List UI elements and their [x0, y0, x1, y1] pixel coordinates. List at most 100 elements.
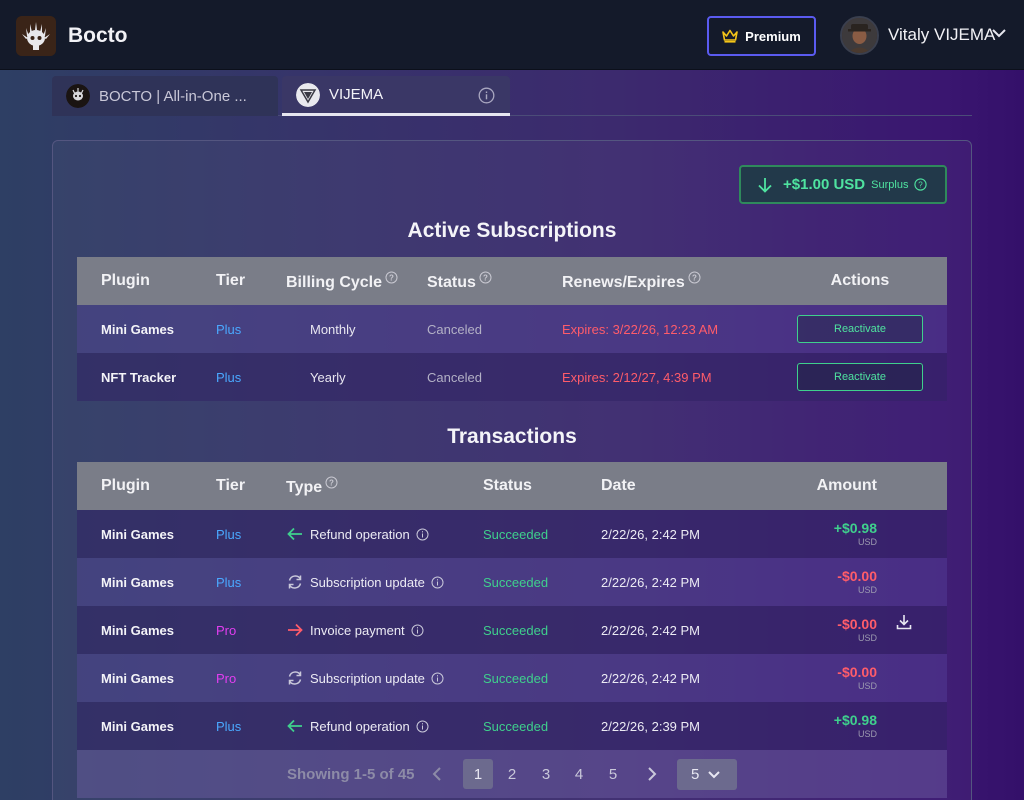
info-icon[interactable]	[431, 576, 444, 589]
amount-value: +$0.98	[833, 712, 877, 728]
tier-cell: Plus	[216, 321, 242, 337]
status-cell: Succeeded	[483, 526, 549, 542]
info-icon[interactable]	[431, 672, 444, 685]
plugin-cell: NFT Tracker	[101, 369, 177, 385]
page-button-3[interactable]: 3	[541, 765, 551, 783]
type-cell: Subscription update	[286, 654, 483, 702]
date-cell: 2/22/26, 2:42 PM	[601, 670, 701, 686]
amount-cell: -$0.00 USD	[747, 558, 947, 606]
amount-cell: -$0.00 USD	[747, 654, 947, 702]
tier-cell: Pro	[216, 622, 237, 638]
page-button-4[interactable]: 4	[574, 765, 584, 783]
info-icon[interactable]	[478, 87, 495, 104]
plugin-cell: Mini Games	[101, 574, 174, 590]
type-label: Subscription update	[310, 670, 425, 686]
status-cell: Canceled	[427, 369, 482, 385]
expires-cell: Expires: 2/12/27, 4:39 PM	[562, 369, 712, 385]
svg-text:?: ?	[692, 273, 697, 282]
table-header-row: Plugin Tier Type? Status Date Amount	[77, 462, 947, 510]
chevron-right-icon[interactable]	[646, 766, 658, 782]
svg-text:?: ?	[919, 180, 924, 189]
tab-label: BOCTO | All-in-One ...	[99, 87, 247, 105]
server-tabs: BOCTO | All-in-One ... VIJEMA	[52, 76, 972, 116]
info-icon[interactable]	[416, 528, 429, 541]
refresh-icon	[288, 575, 302, 589]
chevron-left-icon[interactable]	[431, 766, 443, 782]
date-cell: 2/22/26, 2:42 PM	[601, 526, 701, 542]
type-label: Refund operation	[310, 526, 410, 542]
content-card	[52, 140, 972, 800]
premium-button[interactable]: Premium	[707, 16, 816, 56]
billing-cycle-cell: Monthly	[310, 321, 356, 337]
col-actions: Actions	[830, 272, 890, 289]
table-row: Mini Games Plus Refund operation Succeeded 2…	[77, 702, 947, 750]
type-cell: Subscription update	[286, 558, 483, 606]
reactivate-button[interactable]: Reactivate	[797, 363, 923, 391]
transactions-table: Plugin Tier Type? Status Date Amount Min…	[77, 462, 947, 750]
type-label: Subscription update	[310, 574, 425, 590]
date-cell: 2/22/26, 2:42 PM	[601, 574, 701, 590]
type-cell: Invoice payment	[286, 606, 483, 654]
vijema-icon	[296, 82, 320, 107]
col-date: Date	[601, 477, 636, 494]
tier-cell: Plus	[216, 369, 242, 385]
table-row: Mini Games Plus Monthly Canceled Expires…	[77, 305, 947, 353]
user-name[interactable]: Vitaly VIJEMA	[888, 25, 996, 44]
type-label: Invoice payment	[310, 622, 405, 638]
help-icon[interactable]: ?	[385, 271, 398, 284]
col-billing-cycle: Billing Cycle?	[286, 257, 427, 305]
arrow-left-icon	[287, 719, 302, 733]
page-button-1[interactable]: 1	[463, 759, 493, 789]
amount-value: -$0.00	[837, 568, 877, 584]
amount-currency: USD	[857, 585, 877, 595]
page-button-5[interactable]: 5	[608, 765, 618, 783]
table-row: Mini Games Pro Subscription update Succeede…	[77, 654, 947, 702]
col-plugin: Plugin	[101, 272, 150, 289]
date-cell: 2/22/26, 2:42 PM	[601, 622, 701, 638]
bocto-logo[interactable]	[16, 16, 56, 56]
tier-cell: Pro	[216, 670, 237, 686]
amount-cell: -$0.00 USD	[747, 606, 947, 654]
col-amount: Amount	[816, 477, 877, 494]
actions-cell: Reactivate	[773, 353, 947, 401]
help-icon[interactable]: ?	[688, 271, 701, 284]
info-icon[interactable]	[416, 720, 429, 733]
amount-currency: USD	[857, 681, 877, 691]
amount-cell: +$0.98 USD	[747, 702, 947, 750]
tab-vijema[interactable]: VIJEMA	[282, 76, 510, 116]
chevron-down-icon[interactable]	[991, 27, 1007, 39]
arrow-right-icon	[288, 623, 303, 637]
top-bar: Bocto Premium Vitaly VIJEMA	[0, 0, 1024, 70]
help-icon[interactable]: ?	[479, 271, 492, 284]
table-row: Mini Games Plus Refund operation Succeeded 2…	[77, 510, 947, 558]
info-icon[interactable]	[411, 624, 424, 637]
avatar[interactable]	[840, 16, 879, 55]
plugin-cell: Mini Games	[101, 321, 174, 337]
col-type: Type?	[286, 462, 483, 510]
tab-bocto[interactable]: BOCTO | All-in-One ...	[52, 76, 278, 116]
arrow-left-icon	[287, 527, 302, 541]
svg-text:?: ?	[329, 478, 334, 487]
help-icon[interactable]: ?	[325, 476, 338, 489]
surplus-badge[interactable]: +$1.00 USD Surplus ?	[739, 165, 947, 204]
download-icon[interactable]	[895, 613, 913, 631]
status-cell: Succeeded	[483, 718, 549, 734]
col-tier: Tier	[216, 272, 246, 289]
type-cell: Refund operation	[286, 702, 483, 750]
reactivate-button[interactable]: Reactivate	[797, 315, 923, 343]
svg-text:?: ?	[483, 273, 488, 282]
page-size-select[interactable]: 5	[677, 759, 737, 790]
bocto-icon	[66, 84, 90, 108]
amount-cell: +$0.98 USD	[747, 510, 947, 558]
page-button-2[interactable]: 2	[507, 765, 517, 783]
surplus-amount: +$1.00 USD	[783, 176, 866, 193]
help-icon[interactable]: ?	[914, 178, 928, 191]
status-cell: Canceled	[427, 321, 482, 337]
amount-value: -$0.00	[837, 616, 877, 632]
table-row: Mini Games Pro Invoice payment Succeeded 2/2…	[77, 606, 947, 654]
tier-cell: Plus	[216, 526, 242, 542]
amount-currency: USD	[857, 633, 877, 643]
col-tier: Tier	[216, 477, 246, 494]
subscriptions-title: Active Subscriptions	[407, 219, 617, 242]
arrow-down-icon	[758, 177, 772, 193]
